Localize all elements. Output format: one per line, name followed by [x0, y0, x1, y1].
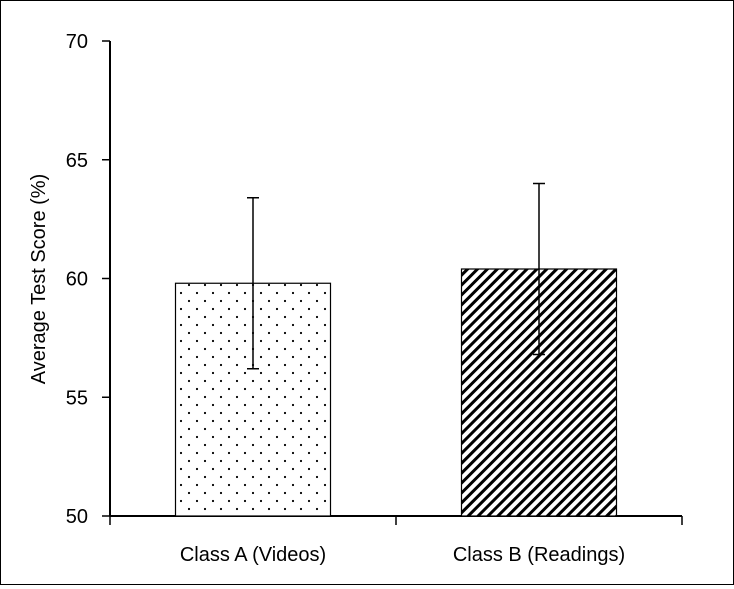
chart-marks: 50 55 60 65 70 Class A (Videos) Class B (Readi…: [66, 31, 683, 566]
y-tick-label: 55: [66, 387, 88, 409]
x-category-label: Class B (Readings): [453, 544, 625, 566]
y-tick-label: 70: [66, 31, 88, 53]
x-category-label: Class A (Videos): [180, 544, 326, 566]
y-tick-label: 60: [66, 269, 88, 291]
y-tick-label: 50: [66, 506, 88, 528]
y-tick-label: 65: [66, 150, 88, 172]
y-axis-title: Average Test Score (%): [28, 174, 50, 384]
